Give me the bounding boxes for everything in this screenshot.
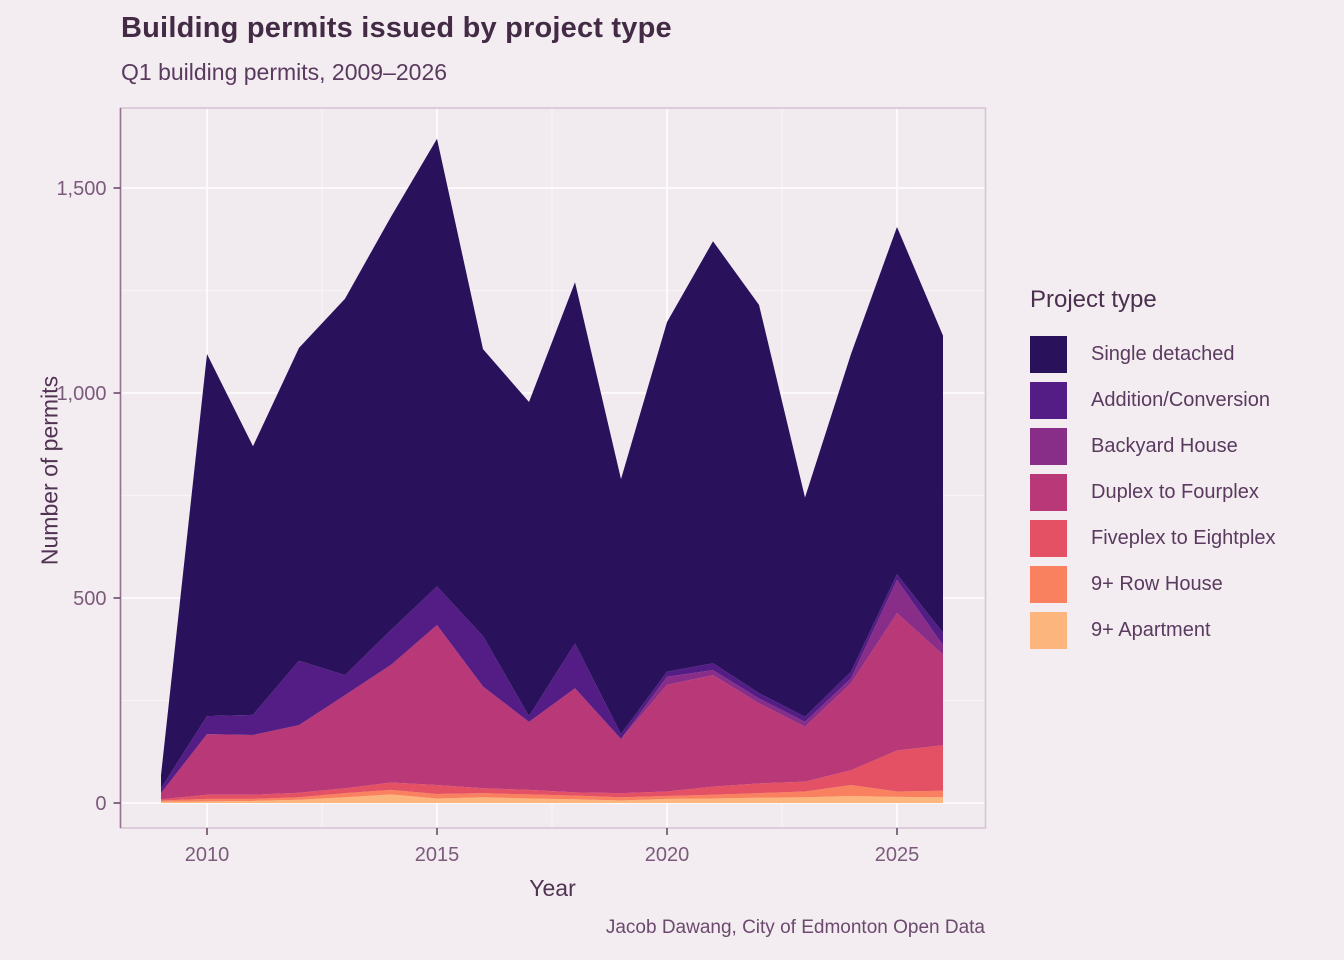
area-series-9-apartment	[161, 794, 943, 803]
legend-item: Single detached	[1030, 336, 1276, 373]
area-series-single-detached	[161, 138, 943, 789]
chart-subtitle: Q1 building permits, 2009–2026	[121, 59, 448, 85]
legend-swatch	[1030, 428, 1067, 465]
legend-label: Single detached	[1091, 343, 1235, 365]
y-tick-label: 0	[95, 793, 106, 815]
y-tick-label: 1,000	[56, 383, 106, 405]
legend-swatch	[1030, 382, 1067, 419]
legend-label: 9+ Apartment	[1091, 619, 1211, 641]
legend-swatch	[1030, 612, 1067, 649]
legend-item: Backyard House	[1030, 428, 1276, 465]
y-tick-label: 500	[73, 588, 106, 610]
legend-label: Duplex to Fourplex	[1091, 481, 1259, 503]
y-tick-label: 1,500	[56, 178, 106, 200]
x-tick-label: 2010	[185, 844, 230, 866]
x-tick-label: 2020	[645, 844, 690, 866]
x-tick-label: 2025	[875, 844, 920, 866]
x-tick-label: 2015	[415, 844, 460, 866]
legend-swatch	[1030, 336, 1067, 373]
x-axis-title: Year	[529, 875, 576, 901]
legend-item: 9+ Apartment	[1030, 612, 1276, 649]
legend-item: Addition/Conversion	[1030, 382, 1276, 419]
legend-items: Single detached Addition/Conversion Backya…	[1030, 336, 1276, 649]
area-series-addition-conversion	[161, 574, 943, 794]
legend-label: Addition/Conversion	[1091, 389, 1270, 411]
area-series-fiveplex-to-eightplex	[161, 745, 943, 801]
area-series-9-row-house	[161, 784, 943, 802]
legend-label: Backyard House	[1091, 435, 1238, 457]
legend-item: Fiveplex to Eightplex	[1030, 520, 1276, 557]
legend-label: 9+ Row House	[1091, 573, 1223, 595]
legend-swatch	[1030, 520, 1067, 557]
chart-caption: Jacob Dawang, City of Edmonton Open Data	[605, 917, 985, 938]
legend-swatch	[1030, 566, 1067, 603]
legend-item: Duplex to Fourplex	[1030, 474, 1276, 511]
chart-title: Building permits issued by project type	[121, 12, 672, 44]
legend: Project type Single detached Addition/Con…	[1030, 286, 1276, 658]
legend-item: 9+ Row House	[1030, 566, 1276, 603]
legend-title: Project type	[1030, 286, 1157, 313]
area-series-duplex-to-fourplex	[161, 613, 943, 800]
legend-swatch	[1030, 474, 1067, 511]
y-axis-title: Number of permits	[36, 375, 63, 566]
legend-label: Fiveplex to Eightplex	[1091, 527, 1276, 549]
